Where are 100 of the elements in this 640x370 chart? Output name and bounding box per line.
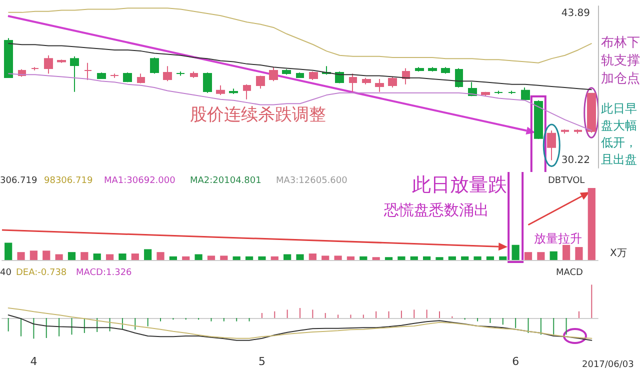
bar [284,254,292,260]
bar [398,256,406,260]
bar [562,244,570,260]
candlestick [309,70,318,81]
candlestick [441,66,450,74]
text: MACD [556,268,584,278]
line-series [8,43,592,90]
bar [499,256,507,260]
y-tick-label: 43.89 [561,8,590,20]
candlestick [97,72,106,80]
bar [461,256,469,260]
bar [360,256,368,260]
text: 98306.719 [44,176,93,186]
candlestick [163,66,172,82]
line-series [8,8,592,64]
bar [322,256,330,260]
candlestick [587,92,596,134]
bar [245,256,254,260]
bar [524,252,532,260]
text: 2017/06/03 [582,360,634,370]
bar [423,256,431,260]
bar [80,252,88,260]
bar [258,256,266,260]
candlestick [256,75,265,90]
bar [410,256,418,260]
bar [512,244,520,260]
text: MA2:20104.801 [190,176,262,186]
bar [30,250,38,260]
bar [537,252,545,260]
candlestick [428,66,437,72]
bar [220,256,228,260]
bar [17,252,25,260]
text: DBTVOL [548,176,585,186]
bar [42,250,50,260]
candlestick [84,62,92,81]
bar [270,256,278,260]
bar [144,249,152,260]
candlestick [190,70,198,78]
annotation: 此日放量跌 [412,174,507,196]
candlestick [110,73,119,78]
candlestick [137,73,145,84]
text: 40 [0,268,12,278]
candlestick [44,54,53,74]
bar [106,254,114,260]
candlestick [574,128,582,134]
bar [588,188,596,260]
candlestick [150,56,159,74]
text: DEA:-0.738 [16,268,67,278]
candlestick [455,68,463,88]
bar [118,254,126,260]
candlestick [123,72,132,83]
bar [194,254,202,260]
bar [169,256,177,260]
bar [384,257,393,260]
x-tick-label: 5 [258,355,266,368]
candlestick [57,59,66,64]
annotation: 放量拉升 [534,232,582,246]
candlestick [388,76,397,88]
bar [334,256,342,260]
candlestick [375,78,384,92]
bar [308,254,316,260]
candlestick [561,128,569,134]
candlestick [216,84,225,96]
bar [436,257,444,260]
text: MA1:30692.000 [104,176,176,186]
text: 306.719 [0,176,38,186]
annotation: 股价连续杀跌调整 [190,105,326,125]
candlestick [31,66,39,71]
candlestick [349,73,357,92]
text: MACD:1.326 [76,268,132,278]
candlestick [494,90,503,94]
text: MA3:12605.600 [276,176,348,186]
bar [575,247,583,260]
x-tick-label: 4 [30,355,38,368]
candlestick [547,130,556,161]
bar [550,251,558,260]
candlestick [534,100,543,140]
candlestick [296,72,304,78]
candlestick [269,66,278,82]
bar [296,254,304,260]
bar [93,254,101,260]
line-series [8,73,592,131]
bar [372,257,380,260]
bar [131,254,139,260]
candlestick [362,77,371,85]
annotation: 恐慌盘悉数涌出 [383,201,489,219]
x-tick-label: 6 [512,355,520,368]
candlestick [203,72,212,94]
text: 此日早盘大幅低开，且出盘 [601,102,637,166]
candlestick [508,90,516,94]
candlestick [229,88,238,94]
text: 布林下轨支撑加仓点 [601,36,640,86]
bar [55,254,63,260]
bar [4,242,12,260]
candlestick [70,56,79,92]
bar [474,256,482,260]
bar [232,256,240,260]
bar [182,256,190,260]
candlestick [282,68,291,76]
bar [346,256,355,260]
